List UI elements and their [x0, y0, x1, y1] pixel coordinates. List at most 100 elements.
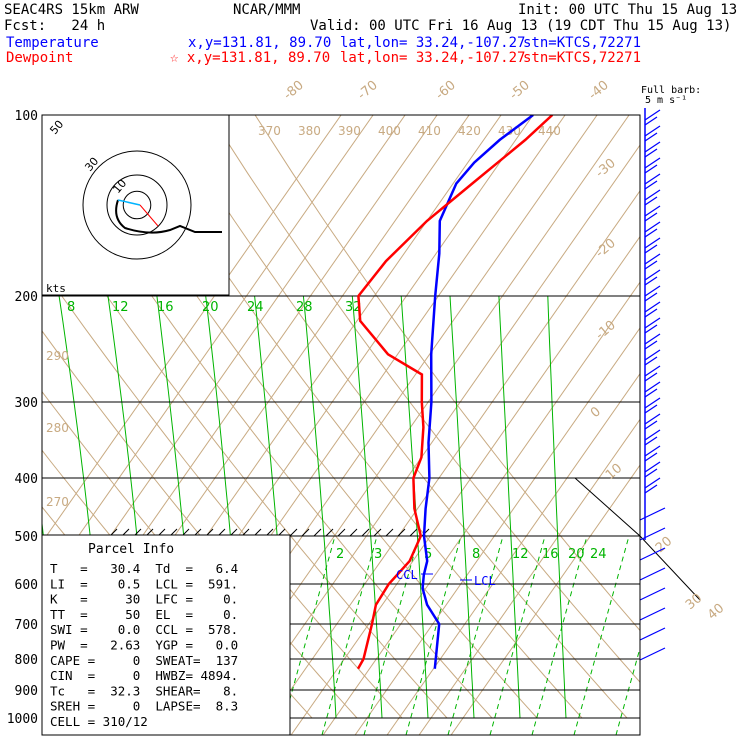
- mixing-ratio-line: [573, 535, 630, 735]
- isotherm-line: [418, 418, 640, 735]
- wind-barb: [644, 333, 661, 345]
- isotherm-label: -60: [433, 78, 459, 103]
- pressure-tick: 200: [15, 290, 38, 305]
- wind-barb: [644, 317, 661, 329]
- pressure-tick: 1000: [7, 712, 38, 727]
- isotherm-label: -40: [586, 78, 612, 103]
- ccl-label: CCL: [396, 568, 418, 582]
- mixing-ratio-label: 5: [424, 547, 432, 562]
- forecast-hour: Fcst: 24 h: [4, 18, 106, 34]
- parcel-info-title: Parcel Info: [88, 542, 174, 557]
- isotherm-line: [290, 235, 640, 735]
- mixing-ratio-label: 24: [590, 547, 607, 562]
- wind-barb: [639, 587, 666, 601]
- temp-xy: x,y=131.81, 89.70: [188, 35, 332, 51]
- isotherm-label: 30: [683, 591, 705, 613]
- wind-barb: [644, 388, 658, 398]
- wind-barb: [644, 285, 661, 297]
- temperature-profile: [421, 115, 534, 669]
- mixing-ratio-line: [531, 535, 588, 735]
- mixing-ratio-line: [321, 535, 378, 735]
- temp-station: stn=KTCS,72271: [523, 35, 642, 51]
- wind-barb: [644, 452, 658, 462]
- wind-barb: [644, 125, 661, 137]
- wind-barb: [639, 607, 666, 621]
- theta-label: 390: [338, 124, 361, 138]
- dry-adiabat: [209, 115, 640, 683]
- wind-barb: [644, 404, 658, 414]
- wind-barb: [644, 484, 658, 494]
- wind-barb: [639, 547, 666, 561]
- wind-barb: [644, 205, 661, 217]
- moist-adiabat: [547, 295, 567, 719]
- mixing-ratio-label: 12: [512, 547, 529, 562]
- wind-barb: [644, 253, 661, 265]
- wind-barb: [644, 308, 658, 318]
- wind-barb: [644, 157, 661, 169]
- mixing-ratio-line: [363, 535, 420, 735]
- wind-barb: [644, 356, 658, 366]
- wind-barb: [644, 324, 658, 334]
- parcel-row: TT = 50 EL = 0.: [50, 607, 238, 622]
- parcel-row: LI = 0.5 LCL = 591.: [50, 576, 238, 591]
- isotherm-line: [42, 115, 374, 589]
- plot-frame: [41, 114, 641, 736]
- hodograph-storm-motion: [117, 199, 141, 206]
- isotherm-label: 0: [588, 404, 604, 421]
- isotherm-line: [450, 464, 640, 735]
- wind-barb: [639, 647, 666, 661]
- moist-adiabat: [302, 295, 337, 719]
- adiabat-label: 8: [67, 300, 75, 315]
- parcel-row: CIN = 0 HWBZ= 4894.: [50, 668, 238, 683]
- wind-barb: [644, 109, 661, 121]
- hatch-mark: [301, 528, 310, 537]
- dry-adiabat: [42, 201, 448, 719]
- parcel-row: CAPE = 0 SWEAT= 137: [50, 653, 238, 668]
- hatch-mark: [409, 528, 418, 537]
- isotherm-label: -80: [281, 78, 307, 103]
- wind-barb: [644, 237, 661, 249]
- isotherm-label: 10: [603, 461, 625, 483]
- wind-barb: [644, 468, 658, 478]
- wind-barbs: [639, 108, 666, 661]
- wind-barb: [644, 196, 658, 206]
- hatch-mark: [313, 528, 322, 537]
- theta-label: 370: [258, 124, 281, 138]
- wind-barb: [644, 228, 658, 238]
- hatch-mark: [361, 528, 370, 537]
- parcel-row: SREH = 0 LAPSE= 8.3: [50, 699, 238, 714]
- dew-xy: ☆ x,y=131.81, 89.70: [170, 50, 331, 66]
- hodograph-frame: [41, 114, 230, 296]
- adiabat-label: 12: [112, 300, 129, 315]
- mixing-ratio-line: [405, 535, 462, 735]
- wind-barb: [644, 164, 658, 174]
- wind-barb: [644, 301, 661, 313]
- parcel-row: T = 30.4 Td = 6.4: [50, 561, 238, 576]
- parcel-row: CELL = 310/12: [50, 714, 148, 729]
- wind-barb: [644, 244, 658, 254]
- wind-barb: [644, 365, 661, 377]
- mixing-ratio-line: [489, 535, 546, 735]
- wind-barb: [644, 397, 661, 409]
- adiabat-label: 28: [296, 300, 313, 315]
- adiabat-label: 24: [247, 300, 264, 315]
- parcel-row: PW = 2.63 YGP = 0.0: [50, 638, 238, 653]
- wind-barb: [644, 340, 658, 350]
- agency: NCAR/MMM: [233, 2, 301, 18]
- barb-legend-unit: 5 m s⁻¹: [645, 95, 688, 106]
- theta-label: 410: [418, 124, 441, 138]
- wind-barb: [644, 349, 661, 361]
- isotherm-label: -30: [593, 156, 619, 181]
- wind-barb: [644, 276, 658, 286]
- temp-latlon: lat,lon= 33.24,-107.27: [340, 35, 526, 51]
- hodograph-ring: [106, 174, 168, 236]
- wind-barb: [644, 292, 658, 302]
- adiabat-label: 32: [345, 300, 362, 315]
- mixing-ratio-line: [447, 535, 504, 735]
- theta-label: 380: [298, 124, 321, 138]
- hodograph-ring: [122, 190, 152, 220]
- pressure-tick: 900: [15, 684, 38, 699]
- wind-barb: [644, 269, 661, 281]
